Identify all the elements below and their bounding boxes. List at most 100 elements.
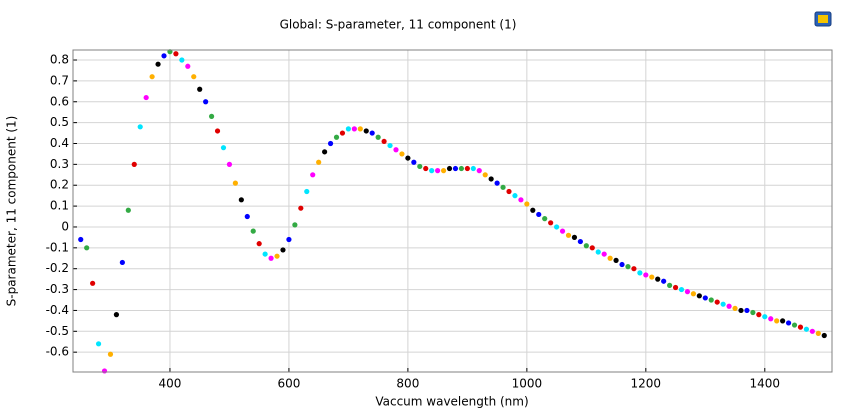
point — [161, 53, 167, 59]
y-tick-label: 0.6 — [50, 94, 69, 108]
point — [411, 159, 417, 165]
point — [226, 161, 233, 167]
point — [470, 165, 476, 172]
point — [393, 147, 399, 153]
point — [500, 184, 506, 190]
icon-inner[interactable] — [818, 15, 828, 23]
point — [785, 320, 792, 326]
point — [565, 232, 572, 238]
point — [815, 330, 821, 336]
point — [631, 266, 637, 272]
point — [405, 155, 411, 161]
point — [476, 168, 482, 174]
point — [238, 197, 244, 203]
point — [232, 180, 238, 186]
point — [625, 264, 631, 270]
y-tick-label: 0.3 — [50, 157, 69, 171]
point — [589, 245, 595, 251]
y-tick-label: 0.4 — [50, 136, 69, 150]
y-tick-label: -0.5 — [46, 324, 69, 338]
point — [708, 297, 714, 303]
point — [553, 224, 560, 230]
point — [137, 124, 143, 130]
point — [696, 293, 702, 299]
point — [548, 220, 554, 226]
point — [339, 130, 346, 136]
toolbar-icon[interactable] — [814, 11, 832, 27]
point — [756, 312, 762, 318]
y-tick-label: 0.8 — [50, 53, 69, 67]
point — [304, 188, 310, 195]
point — [131, 161, 137, 167]
point — [84, 245, 90, 251]
point — [173, 51, 179, 57]
point — [482, 172, 488, 178]
point — [363, 128, 369, 134]
point — [768, 316, 774, 322]
point — [559, 228, 566, 234]
point — [464, 165, 470, 172]
point — [536, 211, 542, 218]
y-tick-label: -0.3 — [46, 282, 69, 296]
y-axis-label: S-parameter, 11 component (1) — [5, 116, 19, 307]
point — [90, 280, 96, 286]
x-tick-label: 1200 — [631, 377, 662, 391]
point — [732, 305, 738, 311]
point — [149, 74, 155, 80]
point — [774, 318, 780, 324]
y-tick-label: -0.4 — [46, 303, 69, 317]
point — [750, 309, 756, 316]
point — [274, 253, 280, 259]
point — [702, 295, 708, 301]
point — [214, 128, 221, 134]
point — [95, 341, 102, 347]
point — [512, 193, 518, 199]
point — [720, 301, 726, 307]
point — [369, 130, 375, 136]
y-tick-label: 0.5 — [50, 115, 69, 129]
point — [726, 303, 732, 309]
point — [583, 243, 589, 249]
point — [256, 241, 262, 247]
y-tick-label: 0.7 — [50, 73, 69, 87]
point — [762, 314, 768, 320]
x-tick-label: 600 — [277, 377, 300, 391]
chart-title: Global: S-parameter, 11 component (1) — [280, 18, 517, 32]
point — [191, 74, 197, 80]
point — [488, 176, 494, 182]
point — [577, 238, 583, 245]
x-tick-label: 1400 — [750, 377, 781, 391]
y-tick-label: 0.1 — [50, 199, 69, 213]
point — [399, 151, 405, 157]
point — [571, 234, 578, 240]
point — [220, 145, 227, 151]
point — [797, 324, 804, 330]
point — [619, 261, 625, 268]
point — [208, 113, 215, 119]
point — [506, 188, 512, 195]
point — [613, 257, 619, 263]
point — [357, 126, 363, 132]
point — [601, 251, 607, 257]
point — [780, 318, 786, 324]
point — [286, 236, 292, 243]
point — [458, 165, 465, 172]
point — [375, 134, 381, 140]
y-tick-label: -0.1 — [46, 240, 69, 254]
point — [387, 142, 393, 149]
point — [107, 351, 114, 357]
point — [446, 165, 453, 172]
point — [684, 289, 691, 295]
x-tick-label: 400 — [159, 377, 182, 391]
x-axis-label: Vaccum wavelength (nm) — [375, 395, 528, 409]
point — [440, 168, 447, 174]
point — [667, 282, 673, 288]
point — [542, 216, 548, 222]
point — [607, 255, 613, 261]
point — [803, 326, 810, 332]
point — [672, 284, 679, 291]
point — [125, 207, 131, 213]
point — [197, 86, 203, 92]
point — [185, 63, 191, 69]
point — [250, 228, 256, 234]
